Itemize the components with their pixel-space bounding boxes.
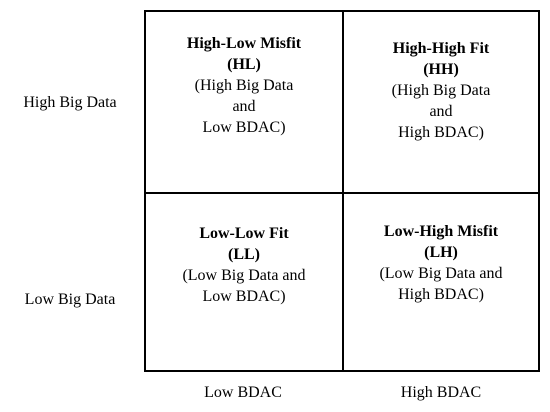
quadrant-abbreviation: (HL) <box>227 55 261 73</box>
quadrant-abbreviation: (HH) <box>423 60 459 78</box>
quadrant-description-line: (Low Big Data and <box>182 267 306 284</box>
quadrant-abbreviation: (LH) <box>424 244 458 261</box>
quadrant-description-line: Low BDAC) <box>202 118 286 136</box>
quadrant-description-line: Low BDAC) <box>202 288 286 305</box>
quadrant-low-low-fit: Low-Low Fit (LL) (Low Big Data and Low B… <box>146 194 344 370</box>
quadrant-description-line: and <box>232 97 256 115</box>
column-label-low-bdac: Low BDAC <box>204 384 282 401</box>
quadrant-description-line: (High Big Data <box>391 81 491 99</box>
quadrant-abbreviation: (LL) <box>228 246 260 263</box>
quadrant-high-low-misfit: High-Low Misfit (HL) (High Big Data and … <box>146 12 344 194</box>
quadrant-title: Low-Low Fit <box>199 225 289 242</box>
fit-matrix: High-Low Misfit (HL) (High Big Data and … <box>144 10 540 372</box>
quadrant-description-line: and <box>429 102 453 120</box>
row-label-low-big-data: Low Big Data <box>24 291 116 308</box>
quadrant-title: High-High Fit <box>392 39 490 57</box>
quadrant-title: High-Low Misfit <box>186 34 302 52</box>
quadrant-description-line: High BDAC) <box>398 123 484 141</box>
quadrant-description-line: (Low Big Data and <box>379 265 503 282</box>
quadrant-high-high-fit: High-High Fit (HH) (High Big Data and Hi… <box>344 12 538 194</box>
row-label-high-big-data: High Big Data <box>23 94 117 111</box>
column-label-high-bdac: High BDAC <box>400 384 482 401</box>
quadrant-description-line: High BDAC) <box>398 286 484 303</box>
quadrant-title: Low-High Misfit <box>383 223 499 240</box>
quadrant-low-high-misfit: Low-High Misfit (LH) (Low Big Data and H… <box>344 194 538 370</box>
quadrant-description-line: (High Big Data <box>194 76 294 94</box>
